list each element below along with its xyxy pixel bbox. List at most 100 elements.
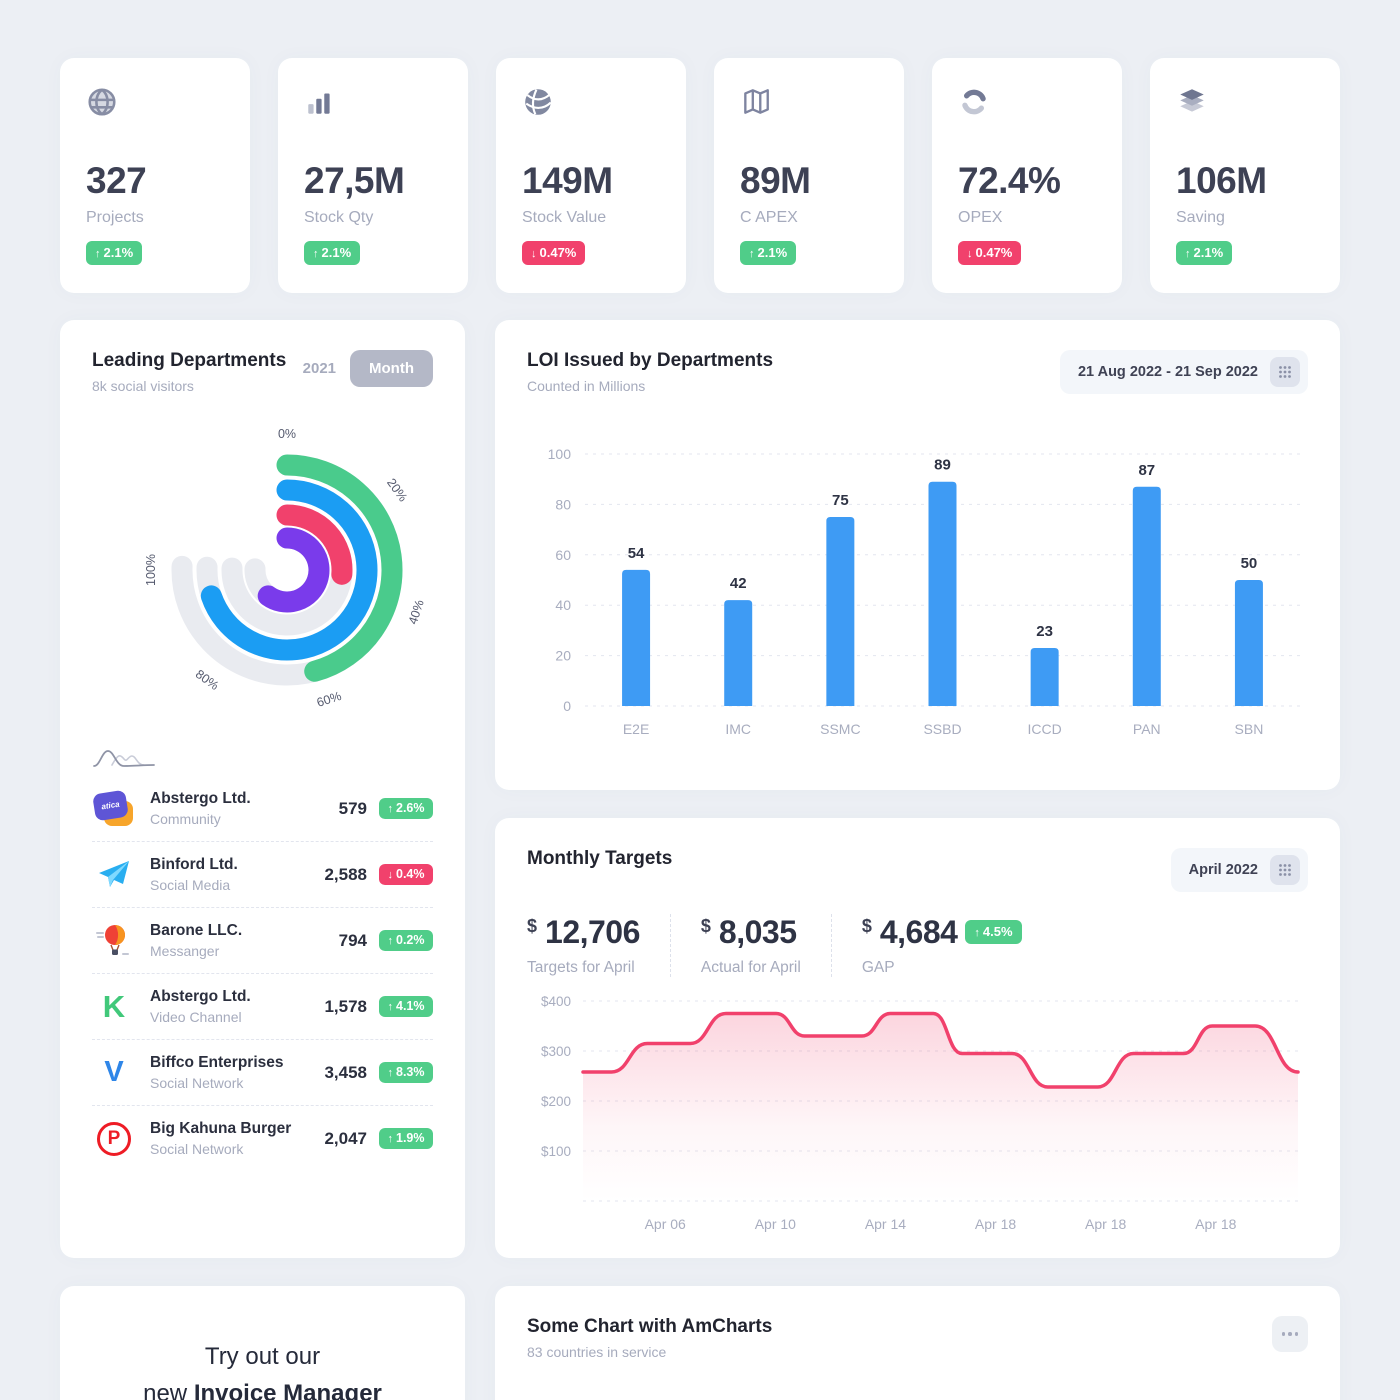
company-name: Barone LLC. (150, 922, 243, 939)
calendar-grid-icon (1270, 855, 1300, 885)
svg-text:SSMC: SSMC (820, 721, 860, 737)
svg-text:60%: 60% (315, 689, 343, 710)
change-badge: 2.6% (379, 798, 433, 819)
hot-air-balloon-icon (92, 920, 136, 962)
list-item[interactable]: P Big Kahuna Burger Social Network 2,047… (92, 1106, 433, 1171)
stat-value: 327 (86, 160, 147, 201)
svg-text:87: 87 (1138, 462, 1155, 479)
company-category: Social Network (150, 1141, 244, 1157)
change-badge: 4.1% (379, 996, 433, 1017)
invoice-promo-card[interactable]: Try out our new Invoice Manager (60, 1286, 465, 1400)
svg-text:Apr 18: Apr 18 (1085, 1216, 1126, 1232)
svg-text:54: 54 (628, 545, 645, 562)
paper-plane-icon (92, 854, 136, 896)
stat-card-stock-qty: 27,5M Stock Qty 2.1% (278, 58, 468, 293)
stat-value: 12,706 (545, 914, 640, 950)
change-badge: 0.4% (379, 864, 433, 885)
departments-radial-chart: 0% 20% 40% 60% 80% 100% (144, 427, 427, 710)
change-badge: 4.5% (965, 920, 1022, 944)
company-value: 2,047 (324, 1128, 367, 1148)
stat-value: 89M (740, 160, 811, 201)
stat-value: 72.4% (958, 160, 1061, 201)
company-list: atica Abstergo Ltd. Community 579 2.6% (92, 776, 433, 1171)
stat-label: C APEX (740, 209, 798, 226)
change-badge: 2.1% (740, 241, 797, 265)
actual-stat: $ 8,035 Actual for April (669, 914, 831, 977)
svg-text:20%: 20% (384, 476, 410, 504)
stat-value: 4,684 (879, 914, 958, 950)
change-badge: 1.9% (379, 1128, 433, 1149)
more-options-button[interactable] (1272, 1316, 1308, 1352)
stat-label: Actual for April (700, 959, 801, 976)
change-badge: 2.1% (86, 241, 143, 265)
month-toggle-button[interactable]: Month (350, 350, 433, 387)
loi-departments-card: LOI Issued by Departments Counted in Mil… (495, 320, 1340, 790)
gap-stat: $ 4,684 4.5% GAP (830, 914, 1052, 977)
svg-text:SBN: SBN (1235, 721, 1264, 737)
layers-icon (1180, 89, 1204, 112)
stat-value: 106M (1176, 160, 1267, 201)
svg-text:60: 60 (555, 547, 571, 563)
svg-text:Apr 14: Apr 14 (865, 1216, 906, 1232)
date-range-picker[interactable]: 21 Aug 2022 - 21 Sep 2022 (1059, 350, 1308, 394)
svg-text:100%: 100% (144, 554, 158, 586)
list-item[interactable]: Barone LLC. Messanger 794 0.2% (92, 908, 433, 974)
change-badge: 0.47% (958, 241, 1022, 265)
change-badge: 0.2% (379, 930, 433, 951)
year-label: 2021 (302, 360, 337, 377)
stat-label: OPEX (958, 209, 1003, 226)
card-subtitle: Counted in Millions (527, 378, 646, 394)
monthly-targets-area-chart: $400 $300 $200 $100 Apr 06 Apr 10 Apr 14 Apr 18… (541, 994, 1300, 1232)
svg-text:$300: $300 (541, 1044, 571, 1059)
list-item[interactable]: atica Abstergo Ltd. Community 579 2.6% (92, 776, 433, 842)
sync-icon (962, 89, 986, 115)
company-value: 2,588 (324, 864, 367, 884)
leading-departments-card: Leading Departments 8k social visitors 2… (60, 320, 465, 1258)
svg-text:0: 0 (563, 698, 571, 714)
svg-text:E2E: E2E (623, 721, 649, 737)
stat-label: Targets for April (527, 959, 635, 976)
svg-text:Apr 18: Apr 18 (1195, 1216, 1236, 1232)
svg-text:40%: 40% (406, 598, 427, 626)
change-badge: 8.3% (379, 1062, 433, 1083)
company-value: 1,578 (324, 996, 367, 1016)
list-item[interactable]: V Biffco Enterprises Social Network 3,45… (92, 1040, 433, 1106)
change-badge: 2.1% (304, 241, 361, 265)
stat-value: 8,035 (718, 914, 797, 950)
month-picker[interactable]: April 2022 (1170, 848, 1308, 892)
globe-icon (88, 88, 116, 116)
promo-line-1: Try out our (204, 1343, 321, 1370)
company-category: Social Network (150, 1075, 244, 1091)
stat-card-projects: 327 Projects 2.1% (60, 58, 250, 293)
svg-text:$100: $100 (541, 1144, 571, 1159)
list-item[interactable]: K Abstergo Ltd. Video Channel 1,578 4.1% (92, 974, 433, 1040)
card-subtitle: 8k social visitors (92, 378, 194, 394)
company-name: Abstergo Ltd. (150, 790, 251, 807)
company-value: 3,458 (324, 1062, 367, 1082)
svg-text:0%: 0% (278, 427, 296, 441)
svg-text:Apr 18: Apr 18 (975, 1216, 1016, 1232)
stat-value: 149M (522, 160, 613, 201)
company-value: 579 (338, 798, 367, 818)
stat-value: 27,5M (304, 160, 405, 201)
card-title: Monthly Targets (527, 848, 673, 869)
card-title: LOI Issued by Departments (527, 350, 774, 371)
currency-symbol: $ (861, 916, 872, 936)
svg-text:Apr 10: Apr 10 (755, 1216, 796, 1232)
svg-text:100: 100 (548, 446, 572, 462)
atica-app-icon: atica (92, 788, 136, 830)
month-picker-label: April 2022 (1188, 862, 1258, 878)
stats-row: 327 Projects 2.1% 27,5M Stock Qty 2.1% 1… (60, 58, 1340, 293)
stat-card-opex: 72.4% OPEX 0.47% (932, 58, 1122, 293)
svg-text:80: 80 (555, 496, 571, 512)
company-name: Binford Ltd. (150, 856, 238, 873)
change-badge: 0.47% (522, 241, 586, 265)
stat-card-saving: 106M Saving 2.1% (1150, 58, 1340, 293)
company-category: Social Media (150, 877, 231, 893)
company-name: Biffco Enterprises (150, 1054, 284, 1071)
list-item[interactable]: Binford Ltd. Social Media 2,588 0.4% (92, 842, 433, 908)
loi-bar-chart: 0 20 40 60 80 100 54 E2E 42 IMC 75 SSMC 89 SSBD 23 ICCD… (548, 446, 1300, 737)
monthly-targets-card: Monthly Targets April 2022 $ 12,706 (495, 818, 1340, 1258)
card-title: Some Chart with AmCharts (527, 1316, 773, 1337)
